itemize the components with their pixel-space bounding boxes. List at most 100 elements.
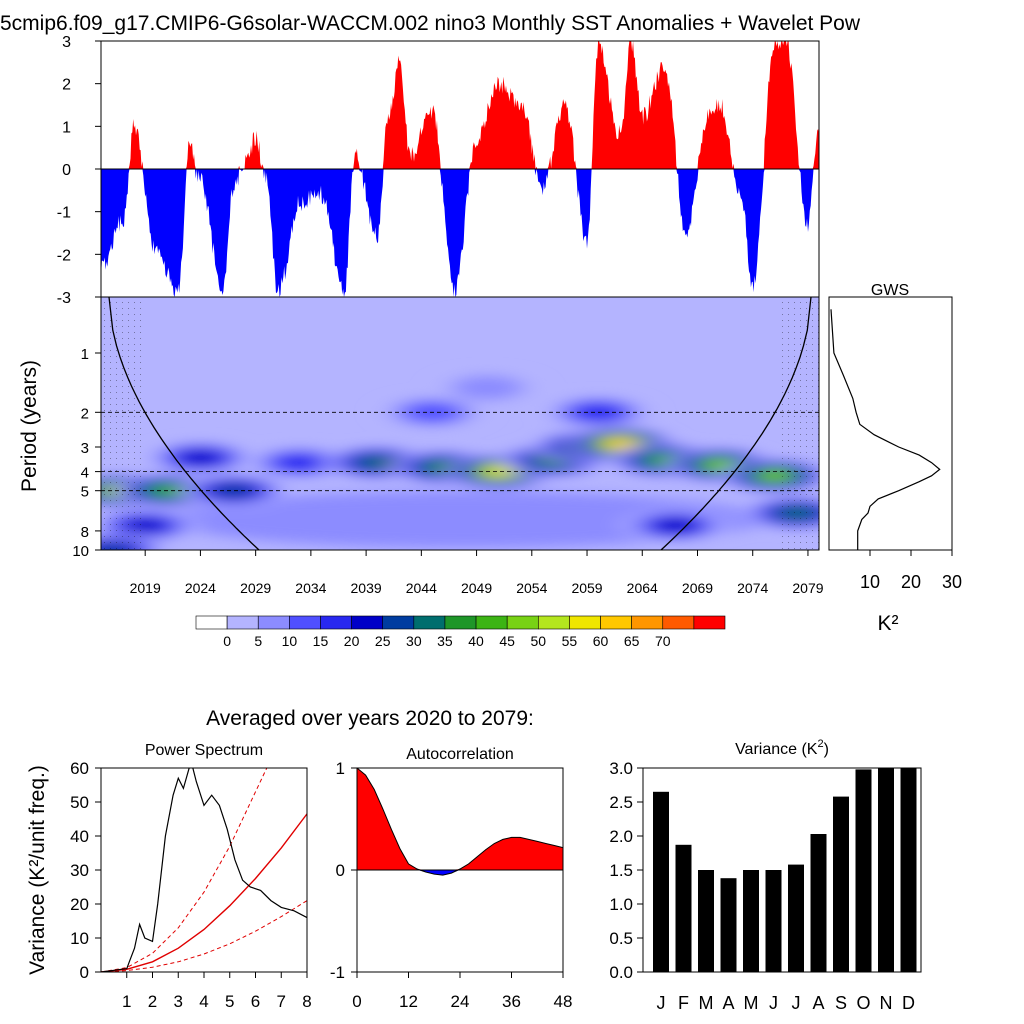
autocorrelation-x-tick-label: 36 [502, 992, 521, 1011]
variance-x-tick-label: J [792, 993, 801, 1013]
colorbar-label: 20 [344, 633, 360, 649]
variance-x-tick-label: J [769, 993, 778, 1013]
colorbar-swatch [537, 615, 570, 630]
variance-bar [788, 864, 804, 972]
variance-bar [810, 834, 827, 972]
colorbar-label: 40 [468, 633, 484, 649]
colorbar-swatch [444, 615, 477, 630]
wavelet-low-power-band [165, 491, 766, 548]
power-y-tick-label: 60 [70, 759, 89, 778]
power-y-tick-label: 50 [70, 793, 89, 812]
wavelet-power-contour [214, 483, 253, 498]
anomaly-y-tick-label: 1 [62, 119, 71, 136]
significance-stipple [101, 297, 141, 550]
variance-x-tick-label: A [722, 993, 734, 1013]
gws-title: GWS [871, 282, 909, 299]
autocorrelation-title: Autocorrelation [406, 746, 514, 763]
colorbar: 0 5 10 15 20 25 30 35 40 45 50 55 60 65 70 [195, 615, 726, 649]
wavelet-power-contour [705, 459, 734, 471]
wavelet-power-contour [450, 375, 525, 401]
variance-x-tick-label: F [678, 993, 689, 1013]
variance-y-tick-label: 1.5 [609, 861, 633, 880]
variance-bar [878, 768, 894, 972]
autocorrelation-negative-area [357, 870, 563, 876]
colorbar-label: 15 [313, 633, 329, 649]
variance-bars [653, 768, 917, 972]
colorbar-label: 0 [223, 633, 231, 649]
wavelet-y-tick-label: 3 [81, 440, 89, 457]
colorbar-swatch [413, 615, 446, 630]
variance-x-tick-label: O [856, 993, 870, 1013]
wavelet-y-tick-label: 2 [81, 405, 89, 422]
autocorrelation-positive-area [357, 768, 563, 870]
significance-stipple [780, 297, 819, 550]
gws-x-label: K² [878, 612, 899, 635]
wavelet-x-tick-label: 2019 [130, 580, 161, 596]
anomaly-y-tick-label: -1 [57, 205, 71, 222]
red-noise-line [101, 813, 307, 972]
gws-x-tick-label: 30 [942, 572, 962, 592]
autocorrelation-y-tick-label: -1 [330, 963, 345, 982]
wavelet-x-tick-label: 2064 [627, 580, 658, 596]
wavelet-x-tick-label: 2059 [571, 580, 602, 596]
significance-lines [101, 297, 819, 550]
colorbar-swatch [662, 615, 695, 630]
power-x-tick-label: 2 [148, 992, 157, 1011]
gws-x-tick-label: 10 [860, 572, 880, 592]
anomaly-y-tick-label: 2 [62, 77, 71, 94]
wavelet-panel: 1 2 3 4 5 8 10 2019 2024 2029 2034 2039 2044 2049 205… [18, 296, 824, 596]
colorbar-swatch [475, 615, 508, 630]
autocorrelation-panel: Autocorrelation 0 12 24 36 48 1 0 -1 [330, 746, 573, 1011]
anomaly-y-tick-label: 0 [62, 162, 71, 179]
wavelet-x-tick-label: 2079 [792, 580, 823, 596]
wavelet-y-tick-label: 5 [81, 484, 89, 501]
power-y-tick-label: 20 [70, 895, 89, 914]
wavelet-x-tick-label: 2034 [295, 580, 326, 596]
variance-bar [653, 791, 669, 972]
gws-x-tick-label: 20 [901, 572, 921, 592]
variance-bar [720, 878, 737, 972]
power-x-tick-label: 4 [199, 992, 208, 1011]
wavelet-y-tick-label: 1 [81, 346, 89, 363]
autocorrelation-x-tick-label: 48 [554, 992, 573, 1011]
colorbar-label: 5 [254, 633, 262, 649]
autocorrelation-ticks: 0 12 24 36 48 1 0 -1 [330, 759, 573, 1011]
variance-x-tick-label: M [744, 993, 759, 1013]
power-spectrum-ticks: 1 2 3 4 5 6 7 8 0 10 20 30 40 50 60 [70, 759, 312, 1011]
colorbar-swatch [693, 615, 726, 630]
wavelet-x-tick-label: 2024 [185, 580, 216, 596]
variance-bar [855, 769, 872, 972]
autocorrelation-x-tick-label: 0 [352, 992, 361, 1011]
power-spectrum-panel: Power Spectrum 1 2 3 4 5 6 7 8 0 10 20 30 40 50 60 Var… [26, 742, 312, 1011]
power-y-tick-label: 30 [70, 861, 89, 880]
variance-title-text: Variance (K2) [735, 738, 829, 758]
colorbar-label: 35 [437, 633, 453, 649]
colorbar-swatch [351, 615, 384, 630]
colorbar-label: 25 [375, 633, 391, 649]
wavelet-y-tick-label: 8 [81, 524, 89, 541]
variance-y-tick-label: 2.0 [609, 827, 633, 846]
colorbar-swatch [320, 615, 352, 630]
anomaly-y-tick-label: 3 [62, 34, 71, 51]
gws-x-ticks: 10 20 30 [860, 550, 962, 592]
colorbar-label: 65 [624, 633, 640, 649]
anomaly-positive-area [101, 41, 819, 169]
gws-panel: GWS 10 20 30 K² [828, 282, 962, 635]
wavelet-x-tick-label: 2039 [351, 580, 382, 596]
figure-title: 5cmip6.f09_g17.CMIP6-G6solar-WACCM.002 n… [0, 12, 861, 35]
power-x-tick-label: 6 [251, 992, 260, 1011]
anomaly-y-ticks: 3 2 1 0 -1 -2 -3 [57, 34, 101, 307]
anomaly-series [101, 41, 819, 297]
colorbar-swatch [289, 615, 321, 630]
colorbar-swatch [382, 615, 415, 630]
colorbar-swatch [631, 615, 664, 630]
colorbar-swatch [257, 615, 290, 630]
variance-y-tick-label: 2.5 [609, 793, 633, 812]
variance-x-tick-label: M [699, 993, 714, 1013]
autocorrelation-x-tick-label: 24 [451, 992, 470, 1011]
colorbar-label: 70 [655, 633, 671, 649]
wavelet-x-tick-label: 2054 [516, 580, 547, 596]
power-y-tick-label: 40 [70, 827, 89, 846]
anomaly-negative-area [101, 169, 819, 297]
